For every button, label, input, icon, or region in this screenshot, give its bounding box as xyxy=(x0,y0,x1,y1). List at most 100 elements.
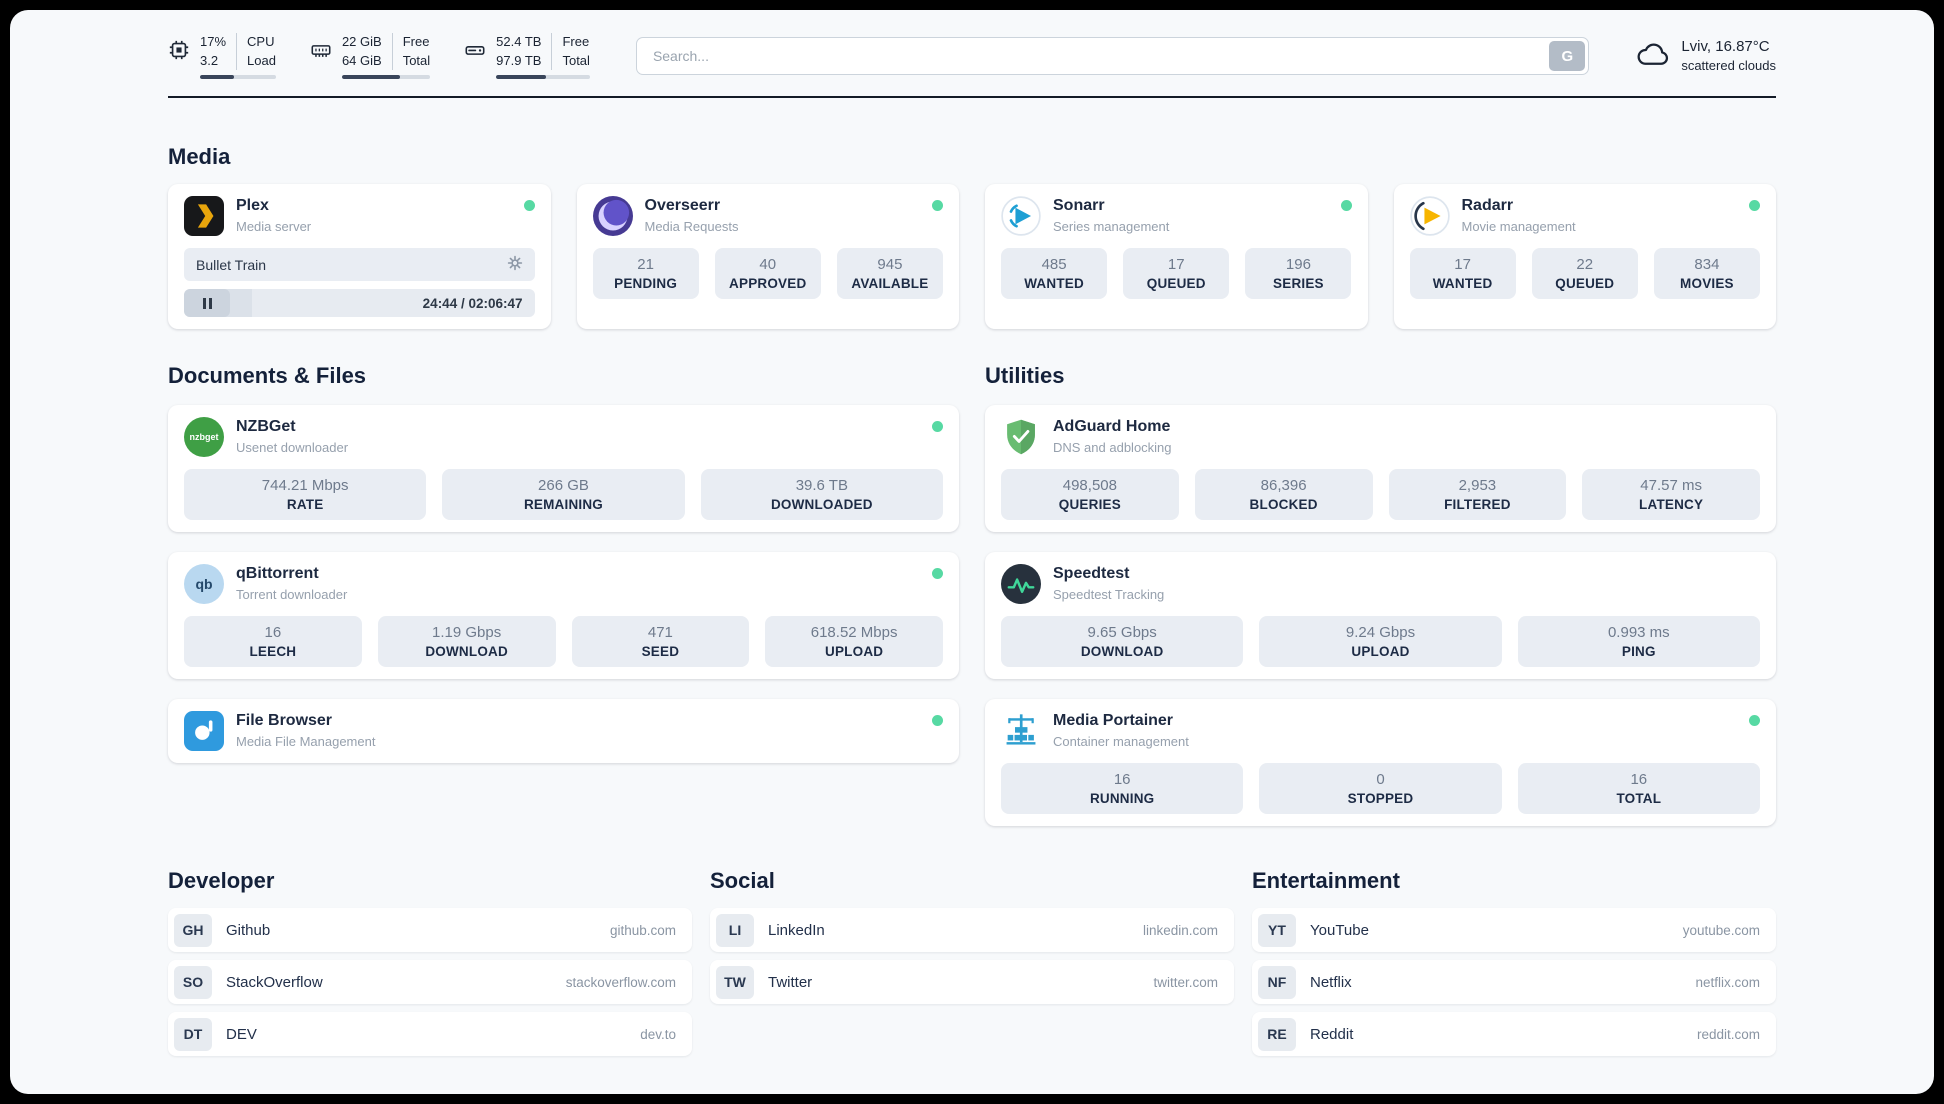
app-subtitle: Usenet downloader xyxy=(236,439,349,455)
cpu-percent: 17% xyxy=(200,34,227,50)
top-bar: 17% 3.2 CPU Load xyxy=(168,32,1776,80)
disk-free-value: 52.4 TB xyxy=(496,34,542,50)
ram-label-top: Free xyxy=(402,34,430,50)
weather-widget: Lviv, 16.87°C scattered clouds xyxy=(1635,36,1776,77)
bookmark-abbr: RE xyxy=(1258,1017,1296,1051)
cpu-load-value: 3.2 xyxy=(200,52,219,68)
plex-progress-bar[interactable]: 24:44 / 02:06:47 xyxy=(184,289,535,317)
bookmark-linkedin[interactable]: LI LinkedIn linkedin.com xyxy=(710,908,1234,952)
adguard-card[interactable]: AdGuard Home DNS and adblocking 498,508 … xyxy=(985,405,1776,532)
stat-box: 16 LEECH xyxy=(184,616,362,667)
ram-labels: Free Total xyxy=(391,33,430,70)
app-subtitle: Media File Management xyxy=(236,733,376,749)
section-title-utilities: Utilities xyxy=(985,363,1065,388)
bookmark-url: github.com xyxy=(609,922,676,938)
nzbget-card[interactable]: nzbget NZBGet Usenet downloader 744.21 M… xyxy=(168,405,959,532)
stat-box: 471 SEED xyxy=(571,616,750,667)
bookmark-url: youtube.com xyxy=(1682,922,1760,938)
stat-box: 834 MOVIES xyxy=(1653,248,1760,299)
cpu-label-bottom: Load xyxy=(247,52,276,68)
ram-meter xyxy=(341,74,431,79)
bookmark-stackoverflow[interactable]: SO StackOverflow stackoverflow.com xyxy=(168,960,692,1004)
sonarr-card[interactable]: Sonarr Series management 485 WANTED 17 Q… xyxy=(985,184,1368,329)
plex-icon xyxy=(184,196,224,236)
stat-box: 945 AVAILABLE xyxy=(836,248,943,299)
app-name: Radarr xyxy=(1461,197,1514,215)
bookmark-name: Twitter xyxy=(768,973,813,991)
search-engine-button[interactable]: G xyxy=(1549,41,1586,71)
bookmark-name: Github xyxy=(226,921,271,939)
section-title-developer: Developer xyxy=(168,868,275,893)
dashboard-content: 17% 3.2 CPU Load xyxy=(10,10,1934,1076)
bookmark-abbr: SO xyxy=(174,965,212,999)
portainer-icon xyxy=(1001,711,1041,751)
bookmark-github[interactable]: GH Github github.com xyxy=(168,908,692,952)
ram-total-value: 64 GiB xyxy=(341,52,382,68)
bookmark-reddit[interactable]: RE Reddit reddit.com xyxy=(1252,1012,1776,1056)
speedtest-card[interactable]: Speedtest Speedtest Tracking 9.65 Gbps D… xyxy=(985,552,1776,679)
plex-time: 24:44 / 02:06:47 xyxy=(422,295,523,311)
stat-box: 744.21 Mbps RATE xyxy=(184,469,427,520)
sonarr-icon xyxy=(1001,196,1041,236)
stat-box: 266 GB REMAINING xyxy=(442,469,685,520)
bookmark-name: YouTube xyxy=(1310,921,1369,939)
bookmark-url: reddit.com xyxy=(1696,1026,1760,1042)
bookmark-netflix[interactable]: NF Netflix netflix.com xyxy=(1252,960,1776,1004)
bookmark-url: netflix.com xyxy=(1695,974,1760,990)
app-name: Plex xyxy=(236,197,269,215)
stat-box: 485 WANTED xyxy=(1001,248,1108,299)
stat-box: 0 STOPPED xyxy=(1259,763,1502,814)
status-dot xyxy=(523,200,535,211)
section-title-social: Social xyxy=(710,868,775,893)
section-title-entertainment: Entertainment xyxy=(1252,868,1400,893)
stat-box: 17 QUEUED xyxy=(1123,248,1230,299)
filebrowser-card[interactable]: File Browser Media File Management xyxy=(168,699,959,763)
stat-box: 22 QUEUED xyxy=(1531,248,1638,299)
disk-meter xyxy=(496,74,590,79)
stat-box: 16 RUNNING xyxy=(1001,763,1244,814)
now-playing-title: Bullet Train xyxy=(196,256,267,273)
app-name: qBittorrent xyxy=(236,565,319,583)
gear-icon[interactable] xyxy=(507,255,523,274)
cpu-meter xyxy=(200,74,276,79)
stat-box: 39.6 TB DOWNLOADED xyxy=(700,469,943,520)
search-box: G xyxy=(635,37,1590,75)
ram-free-value: 22 GiB xyxy=(341,34,382,50)
bookmark-twitter[interactable]: TW Twitter twitter.com xyxy=(710,960,1234,1004)
stat-box: 47.57 ms LATENCY xyxy=(1582,469,1760,520)
radarr-card[interactable]: Radarr Movie management 17 WANTED 22 QUE… xyxy=(1393,184,1776,329)
speedtest-icon xyxy=(1001,564,1041,604)
disk-icon xyxy=(464,39,486,61)
stat-box: 21 PENDING xyxy=(592,248,699,299)
bookmark-dev[interactable]: DT DEV dev.to xyxy=(168,1012,692,1056)
bookmark-url: linkedin.com xyxy=(1142,922,1218,938)
app-name: Sonarr xyxy=(1053,197,1105,215)
cpu-label-top: CPU xyxy=(247,34,275,50)
bookmark-name: Reddit xyxy=(1310,1025,1354,1043)
search-input[interactable] xyxy=(635,37,1590,75)
bookmark-youtube[interactable]: YT YouTube youtube.com xyxy=(1252,908,1776,952)
pause-button[interactable] xyxy=(184,289,230,317)
portainer-card[interactable]: Media Portainer Container management 16 … xyxy=(985,699,1776,826)
status-dot xyxy=(932,568,943,579)
now-playing-row: Bullet Train xyxy=(184,248,535,281)
bookmark-abbr: DT xyxy=(174,1017,212,1051)
social-section: Social LI LinkedIn linkedin.com TW Twitt… xyxy=(710,868,1234,1004)
app-name: AdGuard Home xyxy=(1053,418,1171,436)
plex-card[interactable]: Plex Media server Bullet Train xyxy=(168,184,551,329)
qbittorrent-card[interactable]: qb qBittorrent Torrent downloader 16 LEE… xyxy=(168,552,959,679)
stat-box: 1.19 Gbps DOWNLOAD xyxy=(377,616,556,667)
dashboard-frame: 17% 3.2 CPU Load xyxy=(10,10,1934,1094)
stat-box: 196 SERIES xyxy=(1245,248,1352,299)
bookmark-url: dev.to xyxy=(640,1026,676,1042)
entertainment-section: Entertainment YT YouTube youtube.com NF … xyxy=(1252,868,1776,1056)
stat-box: 17 WANTED xyxy=(1409,248,1516,299)
section-title-documents: Documents & Files xyxy=(168,363,367,388)
cpu-values: 17% 3.2 xyxy=(200,33,236,69)
disk-label-bottom: Total xyxy=(562,52,590,68)
section-title-media: Media xyxy=(168,144,231,169)
bookmark-name: LinkedIn xyxy=(768,921,825,939)
media-grid: Plex Media server Bullet Train xyxy=(168,184,1776,329)
overseerr-card[interactable]: Overseerr Media Requests 21 PENDING 40 A… xyxy=(576,184,959,329)
disk-total-value: 97.9 TB xyxy=(496,52,542,68)
